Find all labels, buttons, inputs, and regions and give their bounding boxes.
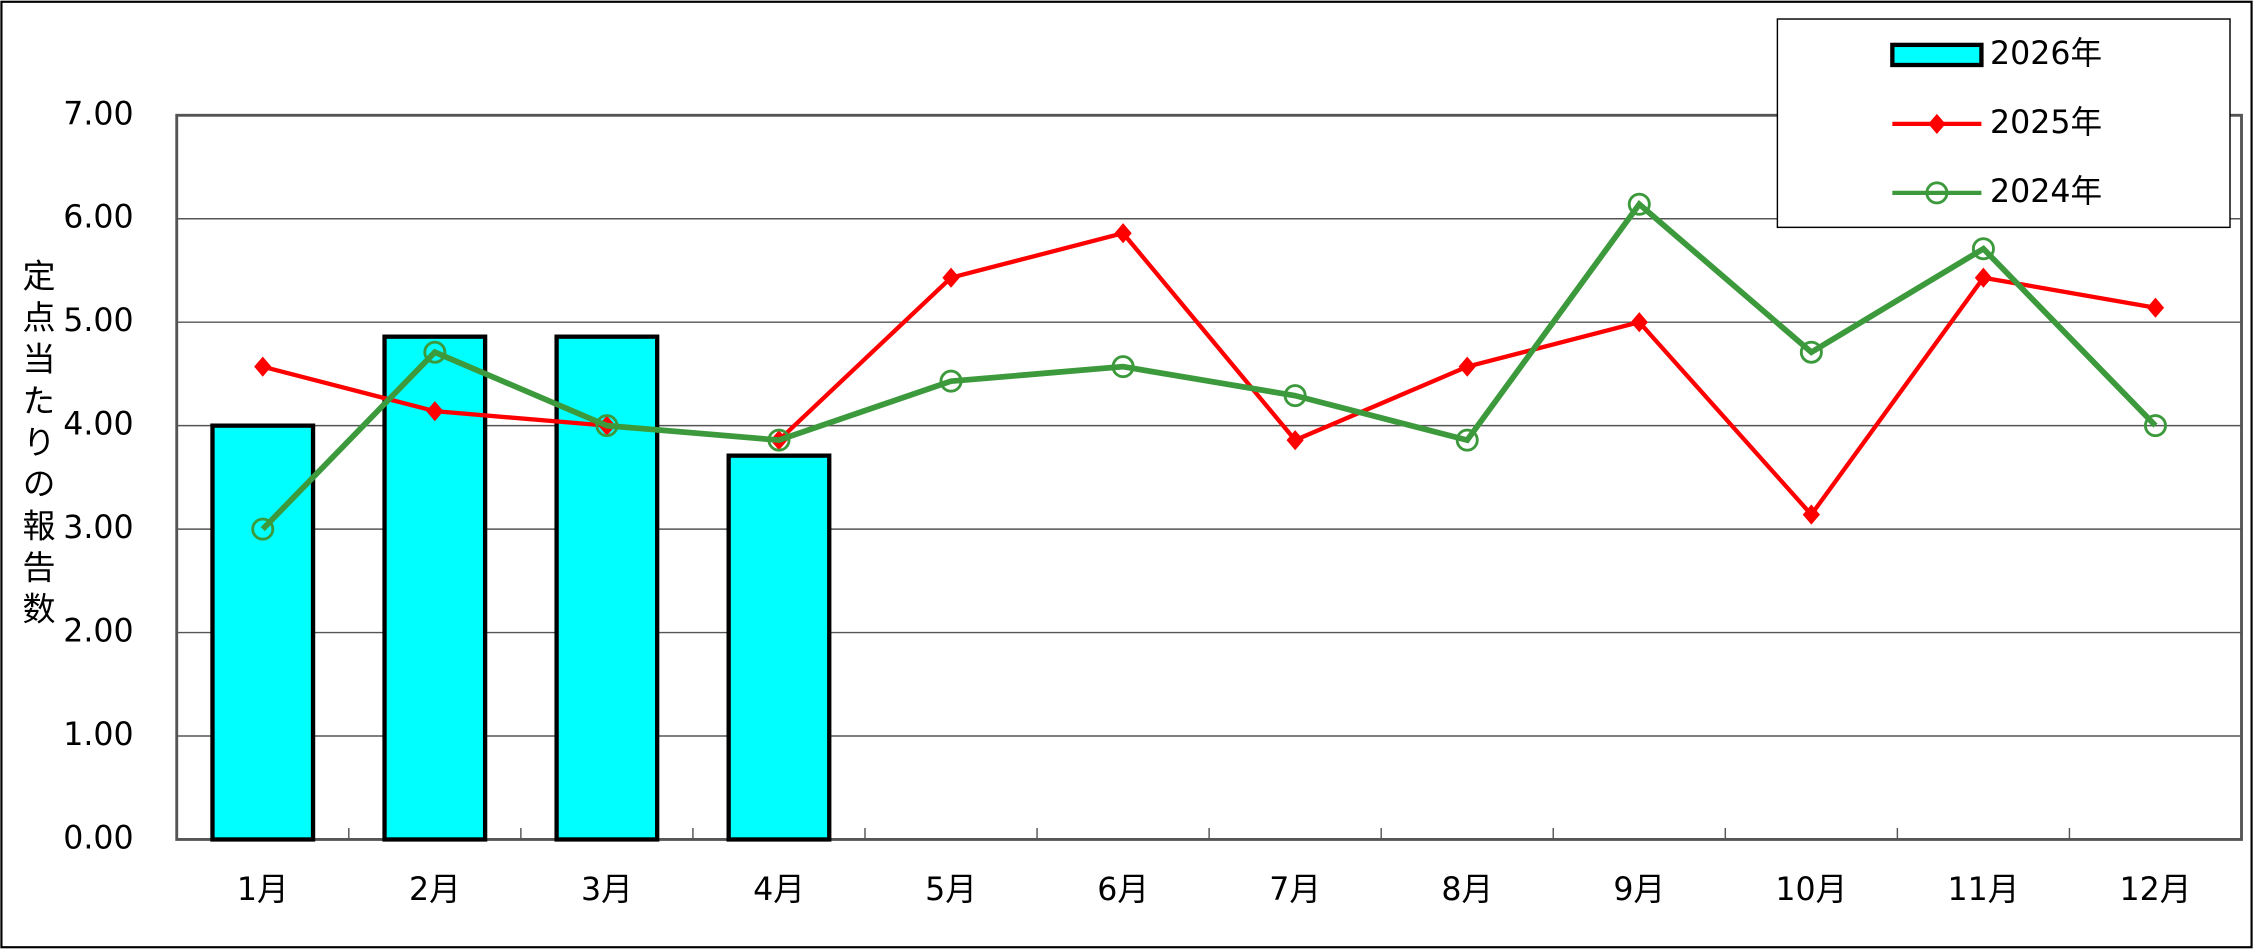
legend-label: 2024年 bbox=[1990, 174, 2102, 210]
y-tick-label: 7.00 bbox=[63, 96, 133, 132]
y-tick-label: 2.00 bbox=[63, 614, 133, 650]
marker bbox=[1799, 340, 1823, 364]
marker bbox=[1630, 312, 1648, 333]
legend-label: 2026年 bbox=[1990, 36, 2102, 72]
y-tick-label: 0.00 bbox=[63, 820, 133, 856]
marker bbox=[251, 517, 275, 541]
legend-box bbox=[1776, 18, 2231, 229]
legend: 2026年 2025年 2024年 bbox=[1776, 18, 2231, 229]
legend-label: 2025年 bbox=[1990, 105, 2102, 141]
x-tick-label: 6月 bbox=[1097, 872, 1149, 908]
x-tick-label: 9月 bbox=[1613, 872, 1665, 908]
line bbox=[262, 230, 2156, 519]
marker bbox=[1974, 267, 1993, 288]
x-tick-label: 5月 bbox=[925, 872, 977, 908]
marker bbox=[1111, 355, 1135, 379]
marker bbox=[595, 414, 619, 438]
x-tick-label: 1月 bbox=[237, 872, 289, 908]
marker bbox=[1971, 237, 1995, 261]
bar bbox=[726, 453, 832, 842]
marker bbox=[1455, 428, 1479, 452]
y-tick-label: 1.00 bbox=[63, 717, 133, 753]
marker bbox=[1627, 192, 1651, 216]
y-tick-label: 3.00 bbox=[63, 510, 133, 546]
marker bbox=[767, 428, 791, 452]
y-tick-label: 4.00 bbox=[63, 407, 133, 443]
marker bbox=[1802, 504, 1820, 525]
marker bbox=[1928, 113, 1946, 134]
x-tick-label: 3月 bbox=[581, 872, 633, 908]
x-tick-label: 10月 bbox=[1775, 872, 1847, 908]
marker bbox=[939, 369, 963, 393]
x-tick-label: 7月 bbox=[1269, 872, 1321, 908]
y-axis-label: 定点当たりの報告数 bbox=[17, 258, 56, 633]
marker bbox=[2143, 414, 2167, 438]
legend-swatch bbox=[1890, 42, 1984, 68]
x-tick-label: 2月 bbox=[409, 872, 461, 908]
plot-area bbox=[175, 113, 2243, 841]
x-tick-label: 4月 bbox=[753, 872, 805, 908]
marker bbox=[942, 267, 960, 288]
y-tick-label: 5.00 bbox=[63, 303, 133, 339]
x-tick-label: 11月 bbox=[1947, 872, 2019, 908]
line bbox=[260, 200, 2158, 532]
bar bbox=[210, 423, 316, 842]
marker bbox=[1114, 223, 1132, 244]
y-tick-label: 6.00 bbox=[63, 200, 133, 236]
x-tick-label: 8月 bbox=[1441, 872, 1493, 908]
marker bbox=[1925, 181, 1949, 205]
x-tick-label: 12月 bbox=[2120, 872, 2192, 908]
marker bbox=[423, 340, 447, 364]
marker bbox=[1283, 384, 1307, 408]
marker bbox=[426, 401, 444, 422]
